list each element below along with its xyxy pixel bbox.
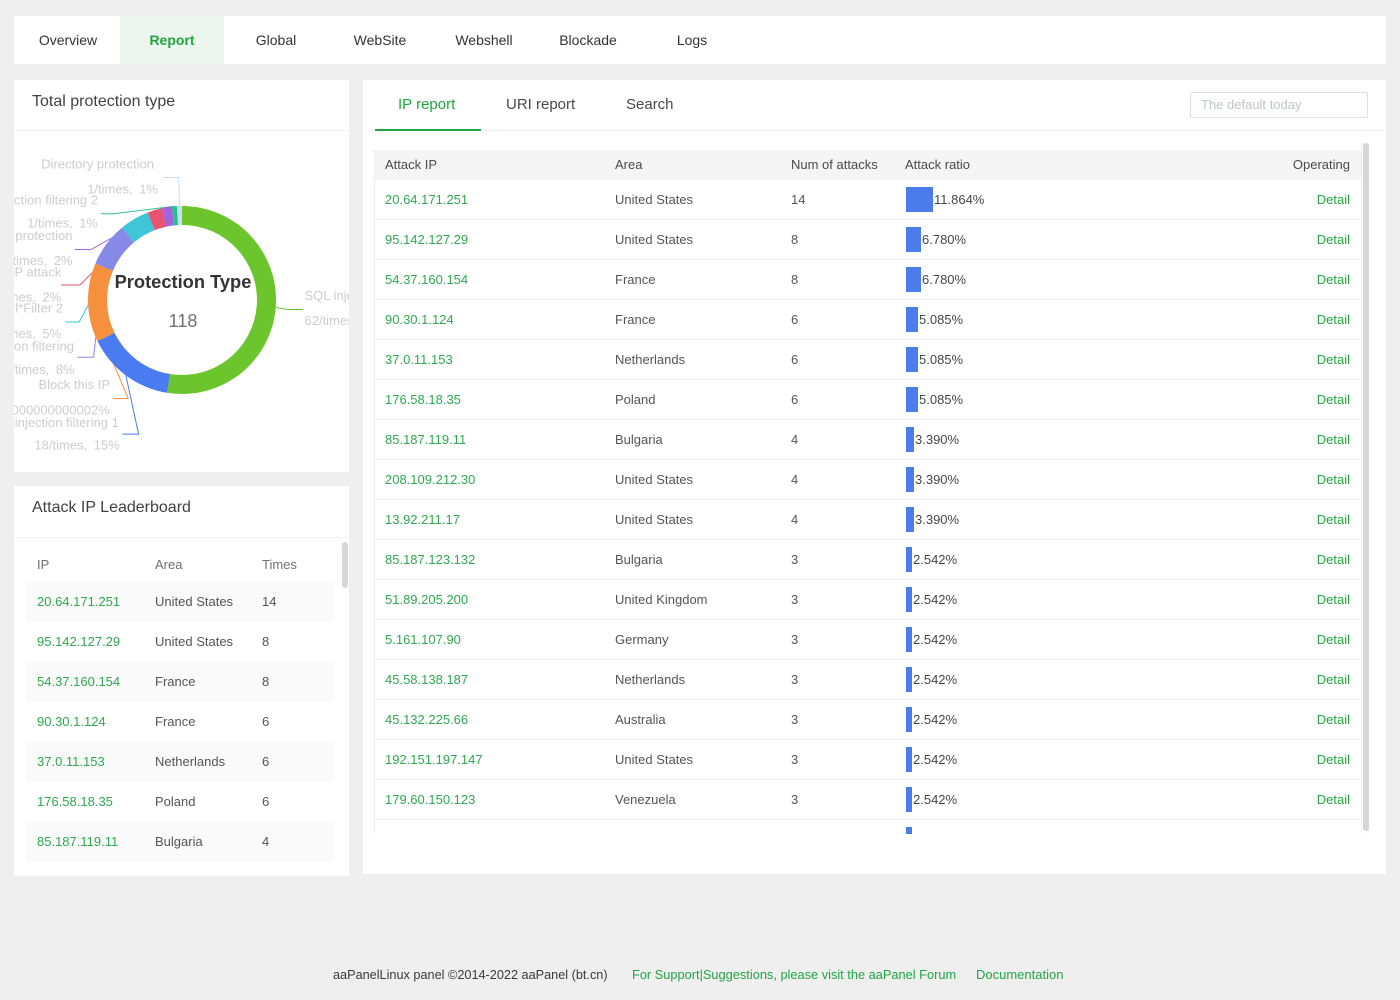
svg-text:1/times, 1%: 1/times, 1% — [87, 182, 158, 197]
svg-text:6/times, 5%: 6/times, 5% — [14, 326, 62, 341]
svg-text:2/times, 2%: 2/times, 2% — [14, 253, 73, 268]
svg-text:Protection Type: Protection Type — [115, 271, 252, 292]
svg-text:62/times, 52.54%: 62/times, 52.54% — [305, 313, 350, 328]
svg-text:HTTP attack: HTTP attack — [14, 265, 62, 280]
svg-text:CC protection: CC protection — [14, 228, 73, 243]
svg-text:18/times, 15%: 18/times, 15% — [34, 437, 120, 452]
svg-text:Injection filtering 2: Injection filtering 2 — [14, 193, 98, 208]
svg-text:Url*Filter 2: Url*Filter 2 — [14, 300, 63, 315]
svg-text:SQL injection filtering: SQL injection filtering — [305, 288, 350, 303]
svg-text:2/times, 2%: 2/times, 2% — [14, 289, 62, 304]
svg-text:Injection filtering: Injection filtering — [14, 338, 74, 353]
svg-text:118: 118 — [169, 311, 198, 331]
svg-text:Directory protection: Directory protection — [41, 157, 154, 172]
svg-text:1/times, 1%: 1/times, 1% — [27, 216, 98, 231]
svg-text:SQL injection filtering 1: SQL injection filtering 1 — [14, 415, 119, 430]
svg-text:Block this IP: Block this IP — [38, 377, 110, 392]
svg-text:13.000000000000002%: 13.000000000000002% — [14, 402, 110, 417]
svg-text:9/times, 8%: 9/times, 8% — [14, 362, 75, 377]
